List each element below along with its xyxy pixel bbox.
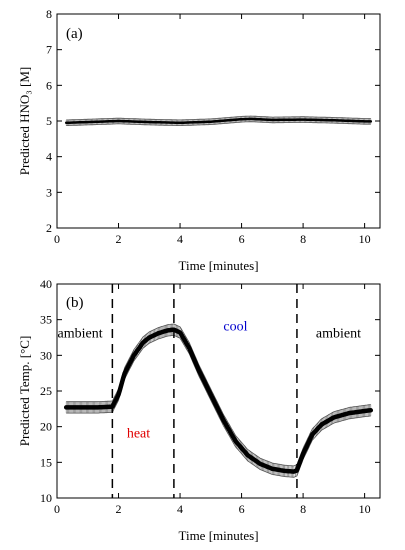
series-line <box>64 117 373 125</box>
x-tick-label: 4 <box>177 232 183 246</box>
panel-b-label: (b) <box>66 295 84 311</box>
y-tick-label: 2 <box>46 221 52 235</box>
panel-b-plot-frame <box>56 283 381 499</box>
panel-b-phase-dividers <box>111 284 298 498</box>
y-tick-label: 5 <box>46 114 52 128</box>
y-tick-label: 4 <box>46 150 52 164</box>
x-tick-label: 6 <box>239 502 245 516</box>
error-lower-edge <box>66 121 371 126</box>
panel-a-label: (a) <box>66 26 83 42</box>
panel-b-x-axis-label: Time [minutes] <box>178 528 258 543</box>
x-tick-label: 8 <box>300 232 306 246</box>
x-tick-label: 0 <box>54 502 60 516</box>
x-tick-label: 2 <box>116 232 122 246</box>
x-tick-label: 10 <box>359 502 371 516</box>
y-tick-label: 40 <box>40 277 52 291</box>
y-tick-label: 20 <box>40 420 52 434</box>
x-tick-label: 0 <box>54 232 60 246</box>
panel-a-series <box>64 117 373 125</box>
panel-b-axis-ticks: 0 2 4 6 8 10 10 15 20 25 30 35 40 <box>40 277 380 516</box>
y-tick-label: 15 <box>40 455 52 469</box>
y-tick-label: 10 <box>40 491 52 505</box>
panel-b-annotations: ambient heat cool ambient <box>58 319 362 441</box>
region-annotation: heat <box>127 426 150 441</box>
y-tick-label: 3 <box>46 185 52 199</box>
region-annotation: cool <box>223 319 247 334</box>
y-tick-label: 35 <box>40 313 52 327</box>
panel-b-y-axis-label: Predicted Temp. [°C] <box>17 336 32 447</box>
y-tick-label: 7 <box>46 43 52 57</box>
panel-a-x-axis-label: Time [minutes] <box>178 258 258 273</box>
y-tick-label: 8 <box>46 7 52 21</box>
y-tick-label: 6 <box>46 78 52 92</box>
region-annotation: ambient <box>316 327 361 342</box>
error-upper-edge <box>66 323 371 467</box>
error-upper-edge <box>66 115 371 121</box>
x-tick-label: 2 <box>116 502 122 516</box>
panel-b-series <box>63 327 374 474</box>
panel-a-y-axis-label: Predicted HNO₃ [M] <box>17 67 32 176</box>
x-tick-label: 4 <box>177 502 183 516</box>
y-tick-label: 30 <box>40 348 52 362</box>
series-line <box>63 327 374 474</box>
x-tick-label: 10 <box>359 232 371 246</box>
region-annotation: ambient <box>58 327 103 342</box>
x-tick-label: 8 <box>300 502 306 516</box>
x-tick-label: 6 <box>239 232 245 246</box>
error-lower-edge <box>66 334 371 478</box>
y-tick-label: 25 <box>40 384 52 398</box>
